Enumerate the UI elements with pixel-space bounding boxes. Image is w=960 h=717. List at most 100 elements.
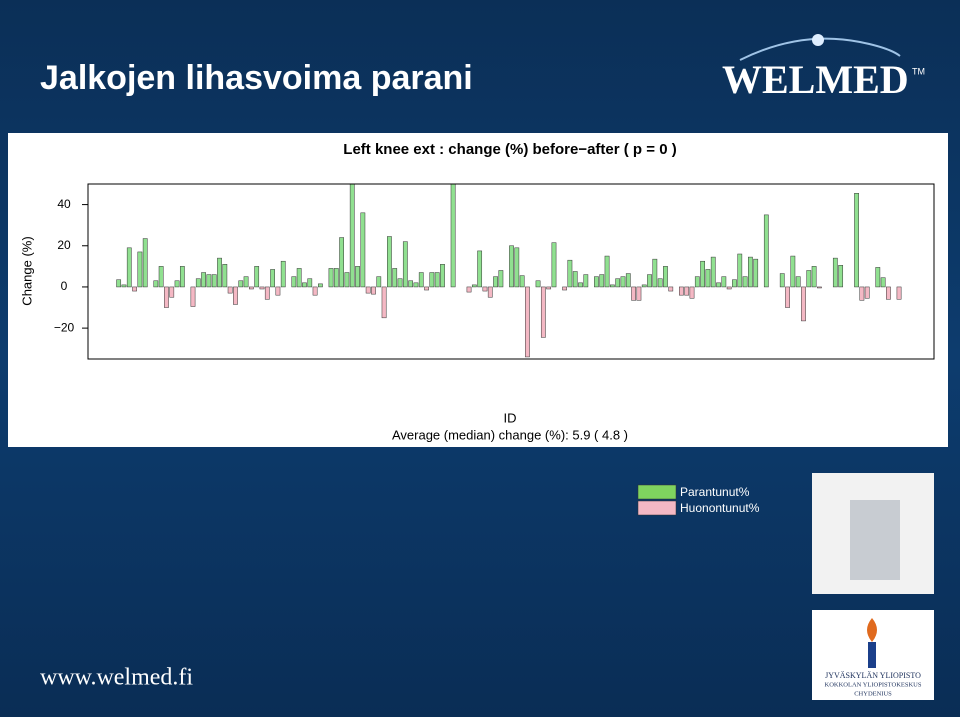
photo-machine <box>850 500 900 580</box>
bar <box>126 247 132 288</box>
bar <box>259 286 265 290</box>
bar <box>498 270 504 288</box>
y-tick-label: −20 <box>54 320 75 334</box>
bar <box>429 272 435 288</box>
bar <box>349 183 355 288</box>
bar <box>248 286 254 290</box>
bar <box>381 286 387 319</box>
bar <box>790 255 796 288</box>
bar <box>227 286 233 294</box>
bar <box>280 260 286 288</box>
bar <box>413 282 419 288</box>
bar <box>817 286 822 289</box>
bar <box>291 276 297 288</box>
plot: −20 0 20 40 <box>54 183 902 358</box>
bar <box>243 276 249 288</box>
bar <box>864 286 870 299</box>
bar <box>832 257 838 288</box>
chart-panel <box>8 133 948 447</box>
bar <box>392 268 398 288</box>
bar <box>328 268 334 288</box>
bar <box>562 286 567 291</box>
bar <box>663 266 668 288</box>
bar <box>360 212 366 288</box>
bar <box>174 280 180 288</box>
bar <box>811 266 817 288</box>
bar <box>179 266 185 288</box>
bar <box>631 286 636 301</box>
bar <box>238 280 244 288</box>
bar <box>190 286 196 307</box>
bar <box>525 286 530 358</box>
bar <box>217 257 222 288</box>
y-axis-label: Change (%) <box>19 236 34 305</box>
bar <box>615 278 621 288</box>
torch <box>868 642 876 668</box>
bar <box>477 250 483 288</box>
bar <box>859 286 865 301</box>
legend-swatch <box>637 500 677 516</box>
bar <box>121 284 127 288</box>
bar <box>652 258 658 288</box>
bar <box>567 259 573 288</box>
bar <box>137 251 143 288</box>
x-axis-label: ID <box>504 410 517 425</box>
bar <box>307 278 313 288</box>
bar <box>365 286 371 294</box>
bar <box>487 286 493 298</box>
footer: www.welmed.fi <box>40 665 193 691</box>
bar <box>535 280 541 288</box>
bar <box>514 247 520 288</box>
bar <box>657 278 663 288</box>
bar <box>158 266 164 288</box>
bar <box>763 214 769 288</box>
plot-frame <box>87 183 935 360</box>
bar <box>482 286 488 292</box>
bar <box>153 280 159 288</box>
bar <box>880 277 886 288</box>
bar <box>333 268 339 288</box>
bar <box>710 256 716 288</box>
bar <box>397 278 403 288</box>
bar <box>440 264 445 288</box>
bar <box>753 258 759 288</box>
bar <box>684 286 690 296</box>
legend: Parantunut% Huonontunut% <box>637 484 760 516</box>
bar <box>742 276 748 288</box>
legend-label: Parantunut% <box>680 485 750 499</box>
logo-mark: TM <box>912 66 925 76</box>
bar <box>142 238 148 288</box>
bar <box>679 286 684 296</box>
chart-title: Left knee ext : change (%) before−after … <box>343 141 676 158</box>
bar <box>578 282 583 288</box>
bar <box>264 286 270 300</box>
bar <box>339 237 344 288</box>
bar <box>546 286 552 290</box>
bar <box>636 286 642 301</box>
y-tick-label: 0 <box>61 279 68 293</box>
affiliation-line: JYVÄSKYLÄN YLIOPISTO <box>825 671 921 680</box>
affiliation-line: CHYDENIUS <box>854 690 892 697</box>
torch-flame <box>867 618 877 642</box>
logo-arc <box>739 37 901 61</box>
bar <box>854 193 859 288</box>
bar <box>737 253 743 288</box>
bar <box>594 276 599 288</box>
bar <box>222 264 228 288</box>
bar <box>785 286 790 308</box>
bar <box>705 269 711 288</box>
bar <box>641 284 647 288</box>
bar <box>302 282 307 288</box>
bar <box>195 278 201 288</box>
bar <box>233 286 238 305</box>
bar <box>748 256 753 288</box>
bar <box>694 276 700 288</box>
legend-label: Huonontunut% <box>680 501 760 515</box>
bar <box>838 265 844 288</box>
bar <box>296 268 302 288</box>
bar <box>572 271 578 288</box>
bar <box>604 255 610 288</box>
bar <box>519 275 525 288</box>
bar <box>355 266 360 288</box>
